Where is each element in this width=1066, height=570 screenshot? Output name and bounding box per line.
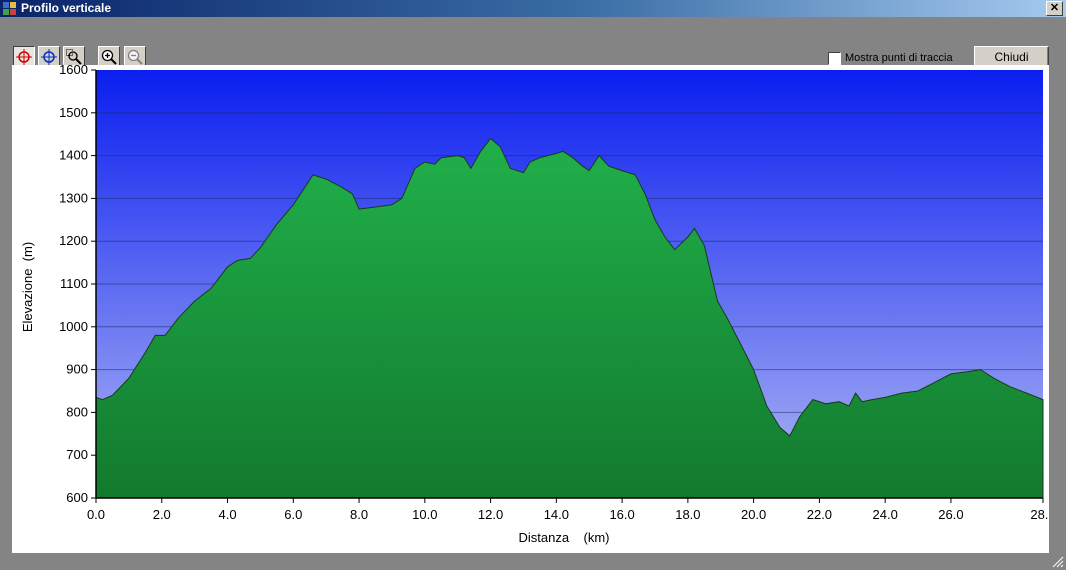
chart-canvas: 1600 1500 1400 1300 1200 1100 1000 900 800 700 600…: [20, 65, 1049, 545]
x-axis-label: Distanza (km): [518, 530, 609, 545]
x-tick-label: 14.0: [544, 507, 569, 522]
zoom-out-button[interactable]: [124, 46, 146, 68]
y-tick-label: 1200: [59, 233, 88, 248]
y-tick-label: 600: [66, 490, 88, 505]
show-track-points-checkbox[interactable]: [828, 52, 841, 65]
y-tick-label: 700: [66, 447, 88, 462]
zoom-out-icon: [127, 49, 143, 65]
crosshair-blue-icon: [41, 49, 57, 65]
x-tick-label: 12.0: [478, 507, 503, 522]
title-bar: Profilo verticale ✕: [0, 0, 1066, 17]
x-tick-label: 18.0: [675, 507, 700, 522]
x-tick-label: 4.0: [218, 507, 236, 522]
x-tick-label: 10.0: [412, 507, 437, 522]
y-axis-label: Elevazione (m): [20, 242, 35, 332]
y-tick-label: 1500: [59, 105, 88, 120]
close-window-icon[interactable]: ✕: [1046, 1, 1063, 16]
elevation-profile-chart: 1600 1500 1400 1300 1200 1100 1000 900 800 700 600…: [12, 65, 1049, 553]
x-tick-label: 26.0: [938, 507, 963, 522]
y-tick-label: 900: [66, 362, 88, 377]
elevation-area: [95, 137, 1044, 499]
y-tick-label: 800: [66, 404, 88, 419]
x-tick-label: 2.0: [153, 507, 171, 522]
x-tick-label: 28.8: [1030, 507, 1049, 522]
crosshair-red-icon: [16, 49, 32, 65]
x-tick-label: 22.0: [807, 507, 832, 522]
close-button[interactable]: Chiudi: [974, 46, 1049, 68]
y-tick-label: 1600: [59, 65, 88, 77]
window-title: Profilo verticale: [21, 1, 112, 15]
y-tick-label: 1300: [59, 190, 88, 205]
x-tick-label: 24.0: [873, 507, 898, 522]
x-tick-label: 20.0: [741, 507, 766, 522]
y-tick-label: 1400: [59, 148, 88, 163]
y-tick-label: 1100: [60, 276, 88, 291]
app-icon: [3, 2, 16, 15]
zoom-area-icon: [66, 49, 82, 65]
x-tick-label: 8.0: [350, 507, 368, 522]
y-tick-label: 1000: [59, 319, 88, 334]
x-tick-label: 6.0: [284, 507, 302, 522]
zoom-in-icon: [101, 49, 117, 65]
axes: 1600 1500 1400 1300 1200 1100 1000 900 800 700 600…: [59, 65, 1049, 522]
resize-grip-icon[interactable]: [1052, 556, 1064, 568]
x-tick-label: 0.0: [87, 507, 105, 522]
x-tick-label: 16.0: [609, 507, 634, 522]
show-track-points-label: Mostra punti di traccia: [845, 52, 953, 64]
crosshair-blue-tool-button[interactable]: [38, 46, 60, 68]
